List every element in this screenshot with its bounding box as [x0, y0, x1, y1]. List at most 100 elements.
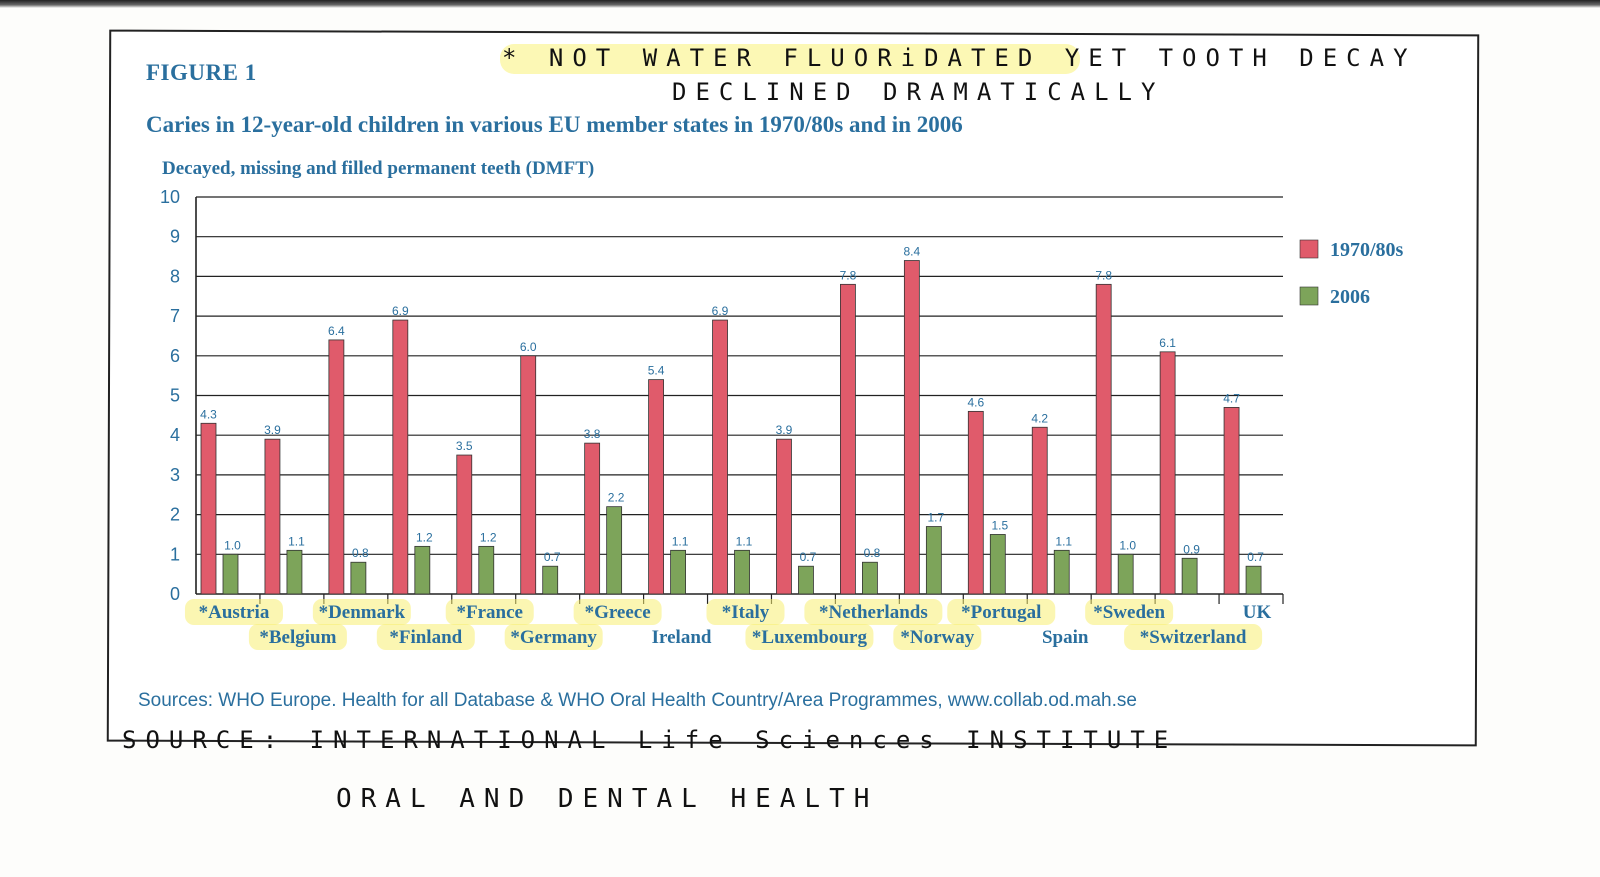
bar-1970-80s [200, 422, 217, 595]
y-tick-label: 7 [170, 306, 180, 326]
bar-1970-80s [520, 355, 537, 595]
value-label-2006: 1.2 [480, 530, 497, 544]
y-tick-label: 2 [170, 505, 180, 525]
value-label-2006: 1.2 [416, 530, 433, 544]
value-label-1970-80s: 4.3 [200, 407, 217, 421]
bar-2006 [734, 549, 750, 595]
bar-1970-80s [264, 438, 281, 595]
highlight-category [706, 599, 785, 625]
y-tick-label: 5 [170, 386, 180, 406]
category-label: *Denmark [319, 602, 406, 623]
value-label-2006: 1.0 [1119, 538, 1136, 552]
bar-1970-80s [648, 379, 664, 595]
highlight-category [1124, 624, 1263, 650]
highlight-category [504, 624, 603, 650]
bar-1970-80s [840, 283, 856, 595]
category-label: *Belgium [259, 627, 336, 648]
category-label: *Netherlands [819, 602, 928, 623]
value-label-2006: 0.8 [352, 546, 369, 560]
y-tick-label: 1 [170, 544, 180, 564]
value-label-2006: 1.1 [288, 534, 305, 548]
category-labels: *Austria *Belgium *Denmark *Finland *France *… [184, 599, 1272, 650]
category-label: *Switzerland [1140, 627, 1247, 648]
legend-swatch [1299, 286, 1319, 306]
value-label-2006: 1.7 [928, 511, 945, 525]
bar-1970-80s [584, 442, 601, 595]
value-label-2006: 1.0 [224, 538, 241, 552]
bar-2006 [350, 561, 367, 595]
bar-2006 [989, 534, 1006, 595]
bar-2006 [1053, 549, 1070, 595]
value-label-2006: 0.8 [864, 546, 881, 560]
bar-2006 [606, 506, 623, 595]
category-label: UK [1243, 602, 1272, 623]
value-label-2006: 1.1 [672, 534, 689, 548]
category-label: Ireland [652, 627, 712, 648]
bar-1970-80s [712, 319, 728, 595]
handwritten-source-line2: ORAL AND DENTAL HEALTH [336, 784, 879, 814]
scan-top-edge [0, 0, 1600, 8]
y-tick-label: 10 [160, 187, 180, 207]
category-label: *Finland [389, 627, 462, 648]
bar-2006 [414, 545, 431, 595]
highlight-category [804, 599, 943, 625]
bar-2006 [478, 545, 495, 595]
highlight-category [312, 599, 411, 625]
legend-swatch [1299, 239, 1319, 259]
y-tick-label: 6 [170, 346, 180, 366]
category-label: *Sweden [1093, 602, 1165, 623]
category-label: *Norway [900, 627, 974, 648]
y-tick-label: 4 [170, 425, 180, 445]
highlight-category [184, 599, 283, 625]
highlight-category [445, 599, 534, 625]
value-label-1970-80s: 7.8 [1095, 268, 1112, 282]
value-label-2006: 1.1 [1055, 534, 1072, 548]
handwritten-note-line2: DECLINED DRAMATICALLY [672, 78, 1165, 106]
highlight-category [947, 599, 1056, 625]
category-label: *Portugal [961, 602, 1041, 623]
bar-1970-80s [967, 410, 984, 595]
bar-1970-80s [392, 319, 409, 595]
legend-label: 2006 [1330, 286, 1370, 308]
highlight-category [573, 599, 662, 625]
bar-1970-80s [456, 454, 473, 595]
figure-label: FIGURE 1 [146, 60, 257, 85]
value-label-1970-80s: 6.1 [1159, 336, 1176, 350]
bar-2006 [1181, 557, 1198, 595]
bar-2006 [1117, 553, 1134, 595]
highlight-category [248, 624, 347, 650]
highlight-category [745, 624, 874, 650]
y-tick-label: 9 [170, 227, 180, 247]
value-label-2006: 0.7 [1247, 550, 1264, 564]
y-axis-title: Decayed, missing and filled permanent te… [162, 158, 595, 179]
value-label-2006: 0.7 [544, 550, 561, 564]
highlight-category [893, 624, 982, 650]
category-label: *Germany [510, 627, 597, 648]
value-label-2006: 1.1 [736, 534, 753, 548]
handwritten-source-line1: SOURCE: INTERNATIONAL Life Sciences INST… [122, 726, 1178, 754]
value-label-1970-80s: 6.9 [392, 304, 409, 318]
bar-1970-80s [776, 438, 792, 595]
bar-1970-80s [1223, 407, 1240, 595]
value-label-2006: 2.2 [608, 491, 625, 505]
bar-1970-80s [328, 339, 345, 595]
value-label-1970-80s: 6.4 [328, 324, 345, 338]
value-label-1970-80s: 3.8 [584, 427, 601, 441]
bar-2006 [925, 526, 942, 595]
value-label-1970-80s: 6.0 [520, 340, 537, 354]
value-labels: 4.3 1.0 3.9 1.1 6.4 0.8 6.9 1.2 3.5 1.2 6.0 0.7 3.8 2… [200, 245, 1264, 565]
y-tick-label: 8 [170, 266, 180, 286]
value-label-1970-80s: 5.4 [648, 364, 665, 378]
category-label: Spain [1042, 627, 1089, 648]
value-label-1970-80s: 4.7 [1223, 391, 1240, 405]
bar-2006 [1245, 565, 1262, 595]
y-tick-label: 0 [170, 584, 180, 604]
bar-2006 [798, 565, 814, 595]
legend-label: 1970/80s [1330, 239, 1404, 261]
bar-2006 [862, 561, 878, 595]
bar-1970-80s [1159, 351, 1176, 595]
value-label-1970-80s: 6.9 [712, 304, 729, 318]
bar-1970-80s [1095, 283, 1112, 595]
value-label-2006: 0.7 [800, 550, 817, 564]
